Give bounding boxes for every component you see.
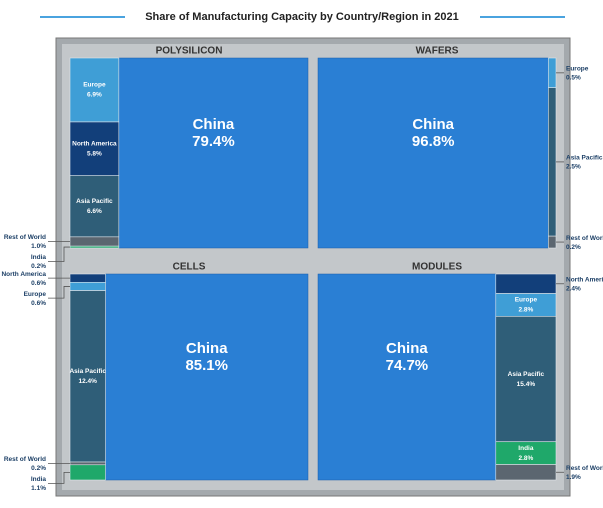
treemap-cell (318, 58, 548, 248)
treemap-cell (70, 237, 119, 246)
treemap-cell (70, 462, 105, 465)
treemap-cell (70, 58, 119, 122)
callout-name: India (31, 254, 47, 261)
cell-value: 85.1% (185, 357, 228, 374)
callout-name: Europe (24, 291, 47, 298)
cell-value: 2.8% (518, 307, 533, 314)
treemap-cell (496, 316, 556, 441)
cell-name: China (412, 116, 454, 133)
cell-value: 12.4% (79, 378, 98, 385)
treemap-cell (70, 282, 105, 290)
treemap-cell (70, 122, 119, 176)
callout-value: 0.5% (566, 75, 581, 82)
callout-value: 0.6% (31, 280, 46, 287)
callout-value: 0.2% (566, 244, 581, 251)
treemap-cell (70, 291, 105, 462)
cell-value: 6.9% (87, 92, 102, 99)
cell-name: Asia Pacific (69, 368, 106, 375)
title: Share of Manufacturing Capacity by Count… (145, 11, 459, 23)
callout-value: 1.0% (31, 243, 46, 250)
panel-title: CELLS (173, 262, 206, 273)
cell-name: Asia Pacific (76, 198, 113, 205)
callout-value: 1.1% (31, 485, 46, 492)
cell-name: Asia Pacific (508, 371, 545, 378)
cell-value: 74.7% (386, 357, 429, 374)
treemap-cell (105, 274, 308, 480)
callout-value: 1.9% (566, 474, 581, 481)
callout-name: North America (566, 276, 603, 283)
cell-value: 96.8% (412, 133, 455, 150)
treemap-cell (496, 465, 556, 480)
callout-name: Europe (566, 66, 589, 73)
panel-title: POLYSILICON (156, 46, 223, 57)
treemap-cell (548, 236, 556, 248)
callout-name: Rest of World (566, 465, 603, 472)
cell-name: North America (72, 141, 117, 148)
callout-name: Rest of World (4, 234, 46, 241)
cell-name: Europe (515, 297, 538, 304)
infographic: Share of Manufacturing Capacity by Count… (0, 0, 603, 508)
callout-name: India (31, 476, 47, 483)
cell-value: 15.4% (517, 381, 536, 388)
cell-name: China (186, 340, 228, 357)
treemap-cell (70, 465, 105, 480)
callout-value: 2.5% (566, 164, 581, 171)
cell-name: China (386, 340, 428, 357)
callout-value: 0.2% (31, 465, 46, 472)
callout-name: North America (1, 271, 46, 278)
treemap-cell (496, 274, 556, 294)
cell-name: Europe (83, 82, 106, 89)
callout-name: Rest of World (4, 456, 46, 463)
treemap-cell (119, 58, 308, 248)
treemap-cell (70, 176, 119, 237)
treemap-cell (70, 246, 119, 248)
treemap-cell (548, 58, 556, 88)
callout-value: 2.4% (566, 285, 581, 292)
callout-name: Rest of World (566, 235, 603, 242)
panel-title: WAFERS (416, 46, 459, 57)
cell-value: 6.6% (87, 208, 102, 215)
cell-name: China (193, 116, 235, 133)
panel-title: MODULES (412, 262, 462, 273)
callout-value: 0.6% (31, 300, 46, 307)
cell-value: 5.8% (87, 151, 102, 158)
treemap-cell (548, 88, 556, 236)
treemap-cell (318, 274, 496, 480)
cell-name: India (518, 445, 534, 452)
treemap-cell (70, 274, 105, 282)
callout-value: 0.2% (31, 263, 46, 270)
cell-value: 79.4% (192, 133, 235, 150)
callout-name: Asia Pacific (566, 155, 603, 162)
cell-value: 2.8% (518, 455, 533, 462)
